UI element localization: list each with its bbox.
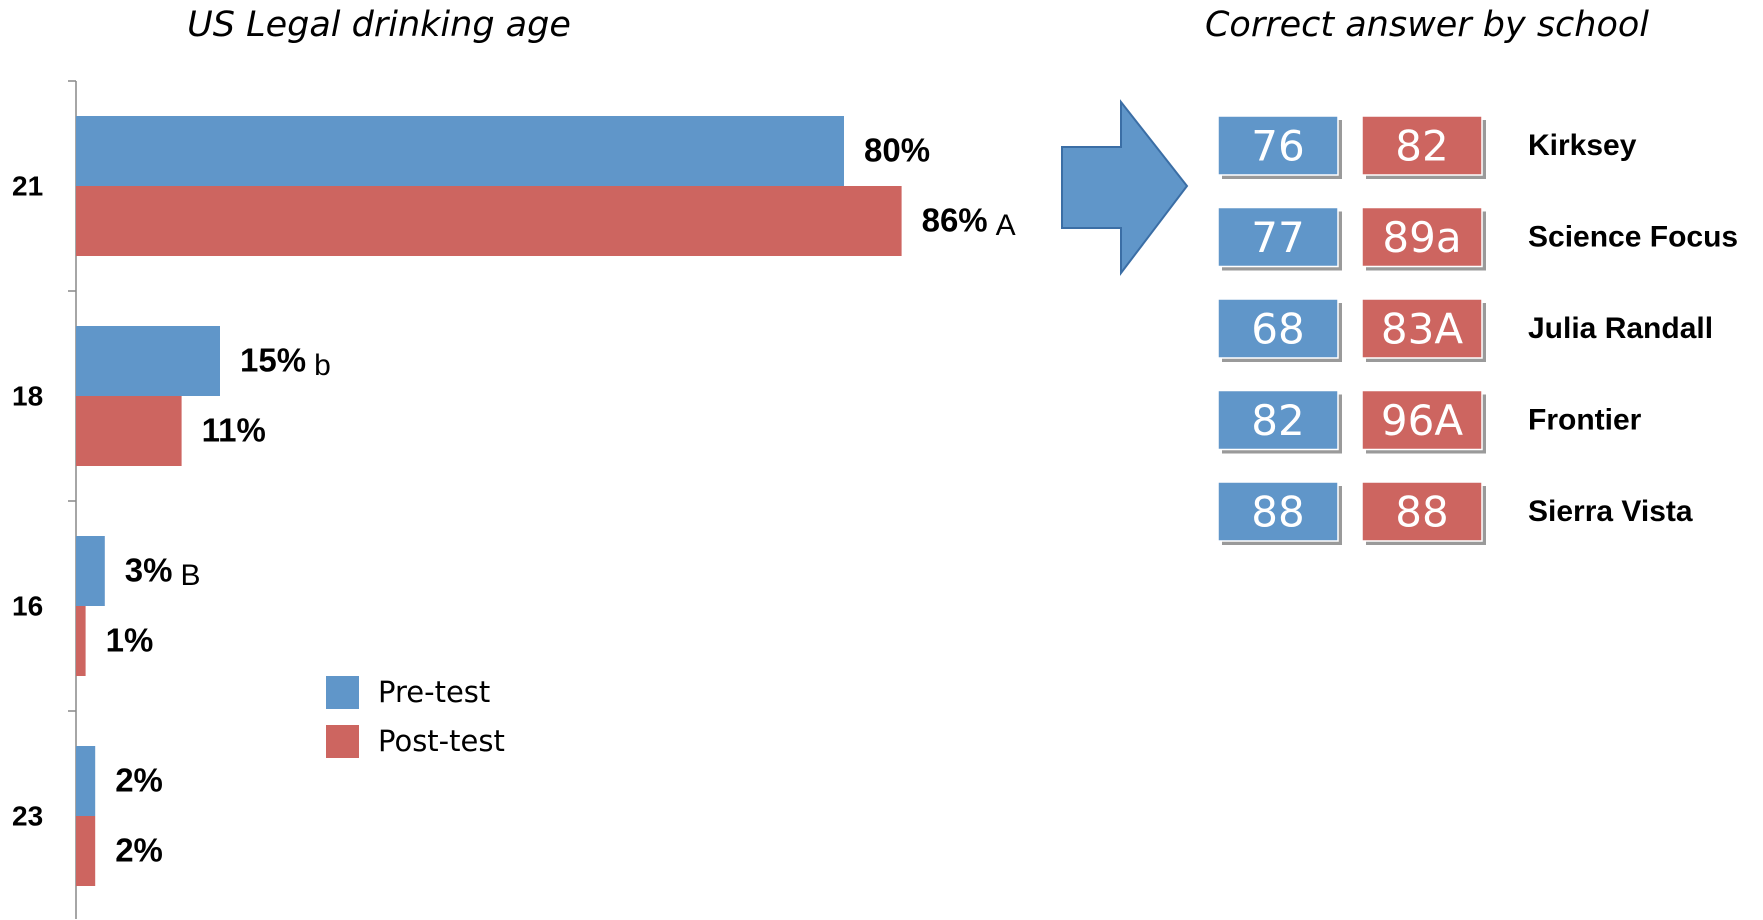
bar <box>76 606 86 676</box>
value-label: 1% <box>106 622 154 659</box>
score-box <box>1217 206 1339 268</box>
score: 68 <box>1251 305 1304 354</box>
category-label: 23 <box>12 800 43 831</box>
bar <box>76 116 844 186</box>
bar <box>76 326 220 396</box>
score: 89a <box>1382 213 1461 262</box>
school-name: Kirksey <box>1528 129 1637 162</box>
score-box <box>1361 481 1483 542</box>
significance-letter: B <box>181 559 201 592</box>
significance-letter: b <box>314 349 331 382</box>
score: 82 <box>1395 122 1448 171</box>
value-label: 86% <box>922 202 988 239</box>
value-label: 15% <box>240 342 306 379</box>
score: 83A <box>1381 305 1463 354</box>
score-box <box>1217 298 1339 359</box>
category-label: 16 <box>12 590 43 621</box>
value-label: 11% <box>202 412 266 449</box>
legend-swatch <box>326 676 359 709</box>
score-box <box>1361 115 1483 176</box>
bar <box>76 536 105 606</box>
significance-letter: A <box>996 209 1016 242</box>
score: 77 <box>1251 213 1304 262</box>
school-name: Frontier <box>1528 403 1642 436</box>
legend-label: Pre-test <box>378 675 490 709</box>
value-label: 80% <box>864 132 930 169</box>
school-name: Sierra Vista <box>1528 495 1693 528</box>
chart-title: US Legal drinking age <box>187 5 571 45</box>
legend-swatch <box>326 725 359 758</box>
category-label: 18 <box>12 380 43 411</box>
table-title: Correct answer by school <box>1205 5 1649 45</box>
score-box <box>1361 389 1483 451</box>
bar <box>76 816 96 886</box>
score: 96A <box>1381 396 1463 445</box>
score-box <box>1361 206 1483 268</box>
category-label: 21 <box>12 170 43 201</box>
score: 76 <box>1251 122 1304 171</box>
legend-label: Post-test <box>378 724 505 758</box>
score: 88 <box>1395 488 1448 537</box>
score-box <box>1217 115 1339 176</box>
score-box <box>1217 481 1339 542</box>
bar <box>76 186 902 256</box>
score: 88 <box>1251 488 1304 537</box>
value-label: 2% <box>115 832 163 869</box>
arrow <box>1061 99 1189 276</box>
bar <box>76 396 182 466</box>
school-name: Science Focus <box>1528 220 1738 253</box>
school-name: Julia Randall <box>1528 312 1713 345</box>
score-box <box>1361 298 1483 359</box>
value-label: 2% <box>115 762 163 799</box>
score: 82 <box>1251 396 1304 445</box>
bar <box>76 746 96 816</box>
value-label: 3% <box>125 552 173 589</box>
score-box <box>1217 389 1339 451</box>
